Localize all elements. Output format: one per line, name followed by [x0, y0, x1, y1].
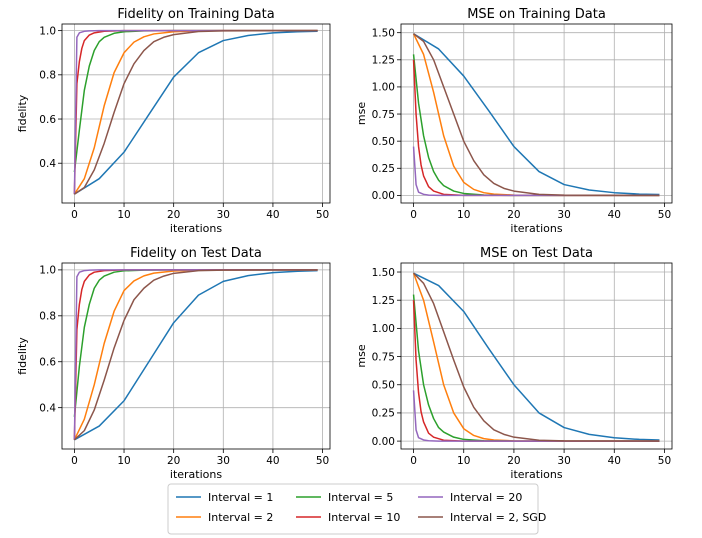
y-tick-label: 0.8 [39, 70, 56, 82]
series-line-4 [412, 300, 660, 442]
x-tick-label: 40 [266, 455, 279, 467]
chart-panel-1: 0 10 20 30 40 50 0.4 0.6 0.8 1.0 Fidelity on Train… [16, 7, 331, 235]
y-tick-label: 0.50 [372, 380, 395, 392]
x-tick-label: 20 [167, 455, 180, 467]
series-line-3 [412, 294, 660, 442]
y-tick-label: 1.00 [372, 82, 395, 94]
x-tick-label: 0 [71, 209, 78, 221]
y-tick-label: 0.50 [372, 136, 395, 148]
y-axis-label: fidelity [16, 337, 29, 375]
chart-panel-4: 0 10 20 30 40 50 0.00 0.25 0.50 0.75 1.00 1.25 1.50 M… [355, 246, 673, 481]
y-tick-label: 1.25 [372, 295, 395, 307]
y-tick-label: 0.25 [372, 163, 395, 175]
series-line-2 [412, 33, 660, 197]
y-axis-label: mse [355, 102, 368, 125]
x-tick-label: 40 [608, 455, 621, 467]
axes-frame [400, 262, 673, 450]
axes-frame [400, 23, 673, 204]
series-line-5 [73, 269, 318, 440]
y-axis-label: fidelity [16, 94, 29, 132]
series-line-5 [73, 29, 318, 195]
x-tick-label: 50 [658, 455, 671, 467]
x-tick-label: 10 [457, 455, 470, 467]
series-line-5 [412, 146, 660, 197]
axes-frame [61, 23, 331, 204]
x-tick-label: 30 [217, 455, 230, 467]
series-line-1 [74, 269, 318, 441]
series-line-1 [413, 33, 660, 196]
series-group [73, 269, 318, 441]
series-group [412, 272, 660, 442]
y-tick-label: 1.0 [39, 265, 56, 277]
x-tick-label: 20 [167, 209, 180, 221]
legend-label: Interval = 2 [208, 511, 273, 524]
x-tick-label: 30 [557, 209, 570, 221]
chart-panel-2: 0 10 20 30 40 50 0.00 0.25 0.50 0.75 1.00 1.25 1.50 M… [355, 7, 673, 235]
legend: Interval = 1 Interval = 2 Interval = 5 Inte… [167, 483, 546, 535]
series-group [412, 33, 660, 197]
y-tick-label: 0.75 [372, 351, 395, 363]
x-tick-label: 40 [608, 209, 621, 221]
chart-title: MSE on Test Data [480, 246, 593, 261]
x-tick-label: 10 [117, 455, 130, 467]
series-line-6 [73, 29, 318, 195]
y-tick-label: 1.25 [372, 55, 395, 67]
y-tick-label: 0.4 [39, 158, 56, 170]
legend-label: Interval = 5 [328, 491, 393, 504]
series-group [73, 29, 318, 195]
x-tick-label: 0 [410, 455, 417, 467]
x-tick-label: 10 [117, 209, 130, 221]
y-tick-label: 0.4 [39, 402, 56, 414]
x-tick-label: 30 [217, 209, 230, 221]
series-line-6 [73, 269, 318, 441]
chart-title: Fidelity on Training Data [117, 7, 274, 22]
x-axis-label: iterations [170, 468, 222, 481]
x-tick-label: 50 [658, 209, 671, 221]
legend-label: Interval = 2, SGD [450, 511, 546, 524]
legend-label: Interval = 10 [328, 511, 400, 524]
y-tick-label: 0.6 [39, 357, 56, 369]
y-tick-label: 0.8 [39, 311, 56, 323]
chart-panel-3: 0 10 20 30 40 50 0.4 0.6 0.8 1.0 Fidelity on Test … [16, 246, 331, 481]
chart-title: Fidelity on Test Data [130, 246, 262, 261]
x-axis-label: iterations [170, 222, 222, 235]
y-tick-label: 0.25 [372, 408, 395, 420]
x-tick-label: 0 [410, 209, 417, 221]
x-tick-label: 50 [316, 209, 329, 221]
series-line-3 [412, 54, 660, 197]
y-tick-label: 1.50 [372, 267, 395, 279]
series-line-5 [412, 390, 660, 442]
x-tick-label: 50 [316, 455, 329, 467]
y-tick-label: 0.6 [39, 114, 56, 126]
legend-box [167, 483, 539, 535]
y-tick-label: 1.50 [372, 27, 395, 39]
legend-label: Interval = 20 [450, 491, 522, 504]
x-tick-label: 30 [557, 455, 570, 467]
x-tick-label: 20 [507, 455, 520, 467]
x-tick-label: 0 [71, 455, 78, 467]
y-tick-label: 1.0 [39, 25, 56, 37]
series-line-3 [73, 269, 318, 417]
series-line-3 [73, 29, 318, 173]
x-tick-label: 20 [507, 209, 520, 221]
x-axis-label: iterations [510, 222, 562, 235]
x-axis-label: iterations [510, 468, 562, 481]
y-tick-label: 0.75 [372, 109, 395, 121]
y-tick-label: 0.00 [372, 190, 395, 202]
series-line-4 [412, 59, 660, 197]
x-tick-label: 40 [266, 209, 279, 221]
y-tick-label: 1.00 [372, 323, 395, 335]
y-axis-label: mse [355, 344, 368, 367]
chart-title: MSE on Training Data [467, 7, 606, 22]
x-tick-label: 10 [457, 209, 470, 221]
legend-label: Interval = 1 [208, 491, 273, 504]
series-line-6 [413, 33, 660, 197]
y-tick-label: 0.00 [372, 436, 395, 448]
series-line-6 [413, 272, 660, 442]
series-line-1 [413, 272, 660, 441]
series-line-1 [74, 30, 318, 195]
axes-frame [61, 262, 331, 450]
